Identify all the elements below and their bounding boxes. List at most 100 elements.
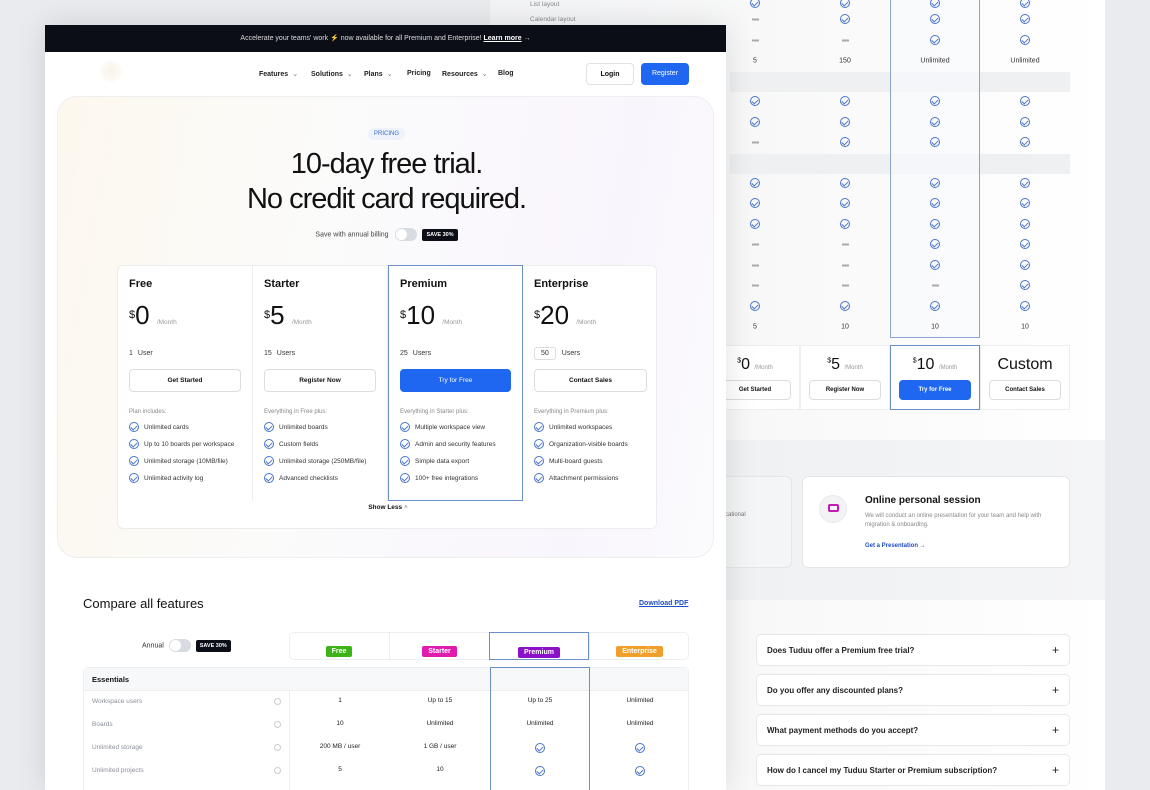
register-button[interactable]: Register	[641, 63, 689, 85]
check-icon	[750, 117, 760, 127]
tier-badge: Free	[325, 646, 353, 657]
back-cta-button[interactable]: Try for Free	[899, 380, 971, 400]
plan-feature: Unlimited workspaces	[534, 422, 647, 432]
faq-item[interactable]: Do you offer any discounted plans? +	[756, 674, 1070, 706]
check-icon	[1020, 137, 1030, 147]
check-icon	[535, 766, 545, 776]
plan-cta-button[interactable]: Contact Sales	[534, 369, 647, 392]
chevron-down-icon: ⌄	[481, 71, 488, 78]
billing-label: Save with annual billing	[315, 231, 389, 239]
compare-annual-toggle[interactable]	[168, 639, 191, 652]
faq-item[interactable]: How do I cancel my Tuduu Starter or Prem…	[756, 754, 1070, 786]
nav-solutions[interactable]: Solutions ⌄	[311, 70, 353, 78]
faq-item[interactable]: What payment methods do you accept? +	[756, 714, 1070, 746]
back-table-cell	[710, 0, 800, 10]
back-table-cell: 150	[839, 57, 851, 65]
check-icon	[400, 473, 410, 483]
tier-premium: Premium	[489, 632, 589, 660]
nav-label: Plans	[364, 71, 383, 78]
back-table-cell	[710, 198, 800, 210]
back-table-cell	[800, 283, 890, 290]
back-table-cell	[980, 198, 1070, 210]
back-price-cell: Custom Contact Sales	[980, 345, 1070, 410]
tier-badge: Premium	[518, 647, 560, 658]
check-icon	[750, 301, 760, 311]
info-icon[interactable]	[274, 744, 281, 751]
back-table-cell: Unlimited	[920, 57, 950, 65]
premium-column-highlight	[890, 0, 980, 338]
back-table-cell	[710, 178, 800, 190]
check-icon	[930, 219, 940, 229]
back-table-cell: 5	[753, 57, 757, 65]
back-table-cell	[890, 239, 980, 251]
check-icon	[1020, 117, 1030, 127]
check-icon	[1020, 280, 1030, 290]
check-icon	[930, 117, 940, 127]
plan-cta-button[interactable]: Register Now	[264, 369, 376, 392]
feature-value	[490, 766, 590, 778]
plan-users: 50 Users	[534, 347, 647, 360]
plan-card-enterprise: Enterprise $20 /Month 50 Users Contact Sales…	[523, 266, 658, 501]
faq-item[interactable]: Does Tuduu offer a Premium free trial? +	[756, 634, 1070, 666]
feature-value: Unlimited	[526, 720, 554, 727]
back-cta-button[interactable]: Contact Sales	[989, 380, 1061, 400]
plan-name: Starter	[264, 278, 300, 290]
check-icon	[534, 456, 544, 466]
download-pdf-link[interactable]: Download PDF	[639, 600, 689, 607]
back-table-cell	[980, 239, 1070, 251]
get-presentation-link[interactable]: Get a Presentation →	[865, 543, 926, 549]
plan-cta-button[interactable]: Try for Free	[400, 369, 511, 392]
info-icon[interactable]	[274, 698, 281, 705]
chevron-down-icon: ⌄	[292, 71, 299, 78]
check-icon	[1020, 96, 1030, 106]
back-table-cell	[800, 242, 890, 249]
check-icon	[750, 178, 760, 188]
nav-pricing[interactable]: Pricing	[407, 70, 431, 77]
info-icon[interactable]	[274, 767, 281, 774]
dash-icon	[931, 284, 939, 287]
back-cta-button[interactable]: Register Now	[809, 380, 881, 400]
back-table-cell	[710, 301, 800, 313]
users-input[interactable]: 50	[534, 347, 556, 360]
plan-cta-button[interactable]: Get Started	[129, 369, 241, 392]
show-less-button[interactable]: Show Less ˄	[368, 504, 408, 511]
plan-includes-label: Everything in Premium plus:	[534, 409, 609, 415]
tier-starter: Starter	[389, 632, 489, 660]
back-table-cell	[710, 242, 800, 249]
back-table-cell	[800, 38, 890, 45]
check-icon	[750, 96, 760, 106]
check-icon	[930, 178, 940, 188]
tier-badge: Enterprise	[616, 646, 663, 657]
feature-value: Unlimited	[626, 720, 654, 727]
back-table-cell	[890, 260, 980, 272]
nav-label: Features	[259, 71, 289, 78]
feature-label: Workspace users	[92, 698, 143, 705]
nav-blog[interactable]: Blog	[498, 70, 514, 77]
nav-plans[interactable]: Plans ⌄	[364, 70, 393, 78]
hero-title-line1: 10-day free trial.	[290, 148, 484, 180]
pricing-badge: PRICING	[368, 128, 406, 140]
check-icon	[635, 766, 645, 776]
dash-icon	[841, 264, 849, 267]
check-icon	[930, 301, 940, 311]
plan-price: $5 /Month	[264, 300, 312, 330]
check-icon	[750, 198, 760, 208]
back-table-cell	[710, 38, 800, 45]
nav-resources[interactable]: Resources ⌄	[442, 70, 488, 78]
back-cta-button[interactable]: Get Started	[719, 380, 791, 400]
info-icon[interactable]	[274, 721, 281, 728]
login-button[interactable]: Login	[586, 63, 634, 85]
session-desc: We will conduct an online presentation f…	[865, 513, 1042, 528]
back-table-cell: 10	[1021, 323, 1029, 331]
feature-value: 10	[436, 766, 444, 773]
back-table-cell	[980, 260, 1070, 272]
check-icon	[750, 219, 760, 229]
back-table-cell	[890, 137, 980, 149]
annual-billing-toggle[interactable]	[394, 228, 417, 241]
back-table-cell	[800, 198, 890, 210]
feature-value: 1	[338, 697, 342, 704]
back-table-cell	[800, 178, 890, 190]
nav-features[interactable]: Features ⌄	[259, 70, 298, 78]
learn-more-link[interactable]: Learn more	[483, 35, 522, 42]
dash-icon	[751, 18, 759, 21]
